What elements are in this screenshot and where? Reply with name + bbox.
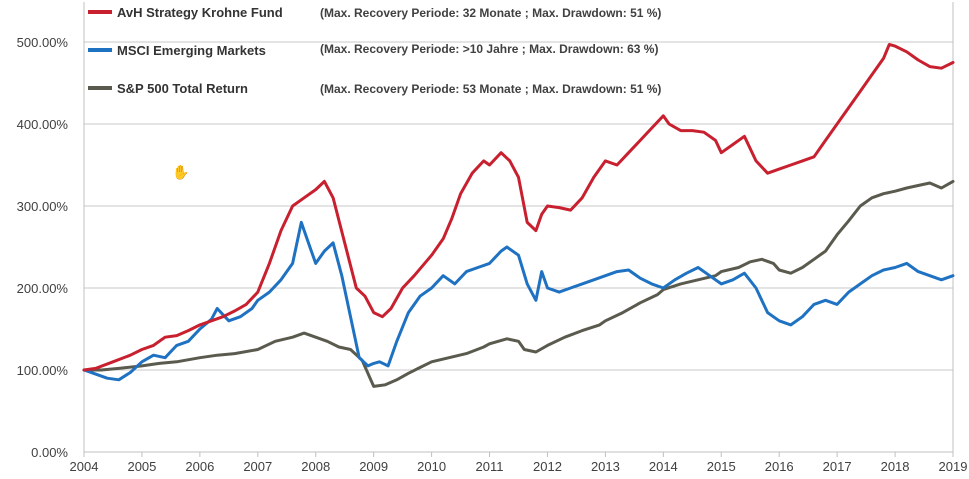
legend: AvH Strategy Krohne Fund (Max. Recovery P… xyxy=(88,5,661,96)
x-tick-label: 2004 xyxy=(70,459,99,474)
x-axis-ticks: 2004 2005 2006 2007 2008 2009 2010 2011 2012 2013… xyxy=(70,452,968,474)
x-tick-label: 2006 xyxy=(185,459,214,474)
x-tick-label: 2019 xyxy=(939,459,968,474)
series-line-0 xyxy=(82,43,955,372)
series-line-1 xyxy=(82,220,955,382)
x-tick-label: 2018 xyxy=(881,459,910,474)
y-tick-label: 500.00% xyxy=(17,35,69,50)
series-lines xyxy=(82,43,955,388)
y-tick-label: 0.00% xyxy=(31,445,68,460)
axes xyxy=(83,2,954,453)
x-tick-label: 2013 xyxy=(591,459,620,474)
series-line-2 xyxy=(82,179,955,388)
x-tick-label: 2008 xyxy=(301,459,330,474)
x-tick-label: 2011 xyxy=(476,459,504,474)
y-axis-ticks: 0.00% 100.00% 200.00% 300.00% 400.00% 500.00% xyxy=(17,35,69,460)
x-tick-label: 2015 xyxy=(707,459,736,474)
x-tick-label: 2014 xyxy=(649,459,678,474)
grid-lines xyxy=(84,41,953,371)
legend-note-1: (Max. Recovery Periode: >10 Jahre ; Max.… xyxy=(320,42,658,56)
legend-label-1: MSCI Emerging Markets xyxy=(117,43,266,58)
x-tick-label: 2012 xyxy=(533,459,562,474)
y-tick-label: 200.00% xyxy=(17,281,69,296)
x-tick-label: 2017 xyxy=(823,459,852,474)
y-tick-label: 100.00% xyxy=(17,363,69,378)
x-tick-label: 2009 xyxy=(359,459,388,474)
x-tick-label: 2016 xyxy=(765,459,794,474)
y-tick-label: 400.00% xyxy=(17,117,69,132)
legend-note-2: (Max. Recovery Periode: 53 Monate ; Max.… xyxy=(320,82,661,96)
x-tick-label: 2007 xyxy=(243,459,272,474)
hand-cursor-icon: ✋ xyxy=(172,165,190,181)
x-tick-label: 2005 xyxy=(127,459,156,474)
legend-label-0: AvH Strategy Krohne Fund xyxy=(117,5,283,20)
legend-label-2: S&P 500 Total Return xyxy=(117,81,248,96)
legend-note-0: (Max. Recovery Periode: 32 Monate ; Max.… xyxy=(320,6,661,20)
y-tick-label: 300.00% xyxy=(17,199,69,214)
x-tick-label: 2010 xyxy=(417,459,446,474)
